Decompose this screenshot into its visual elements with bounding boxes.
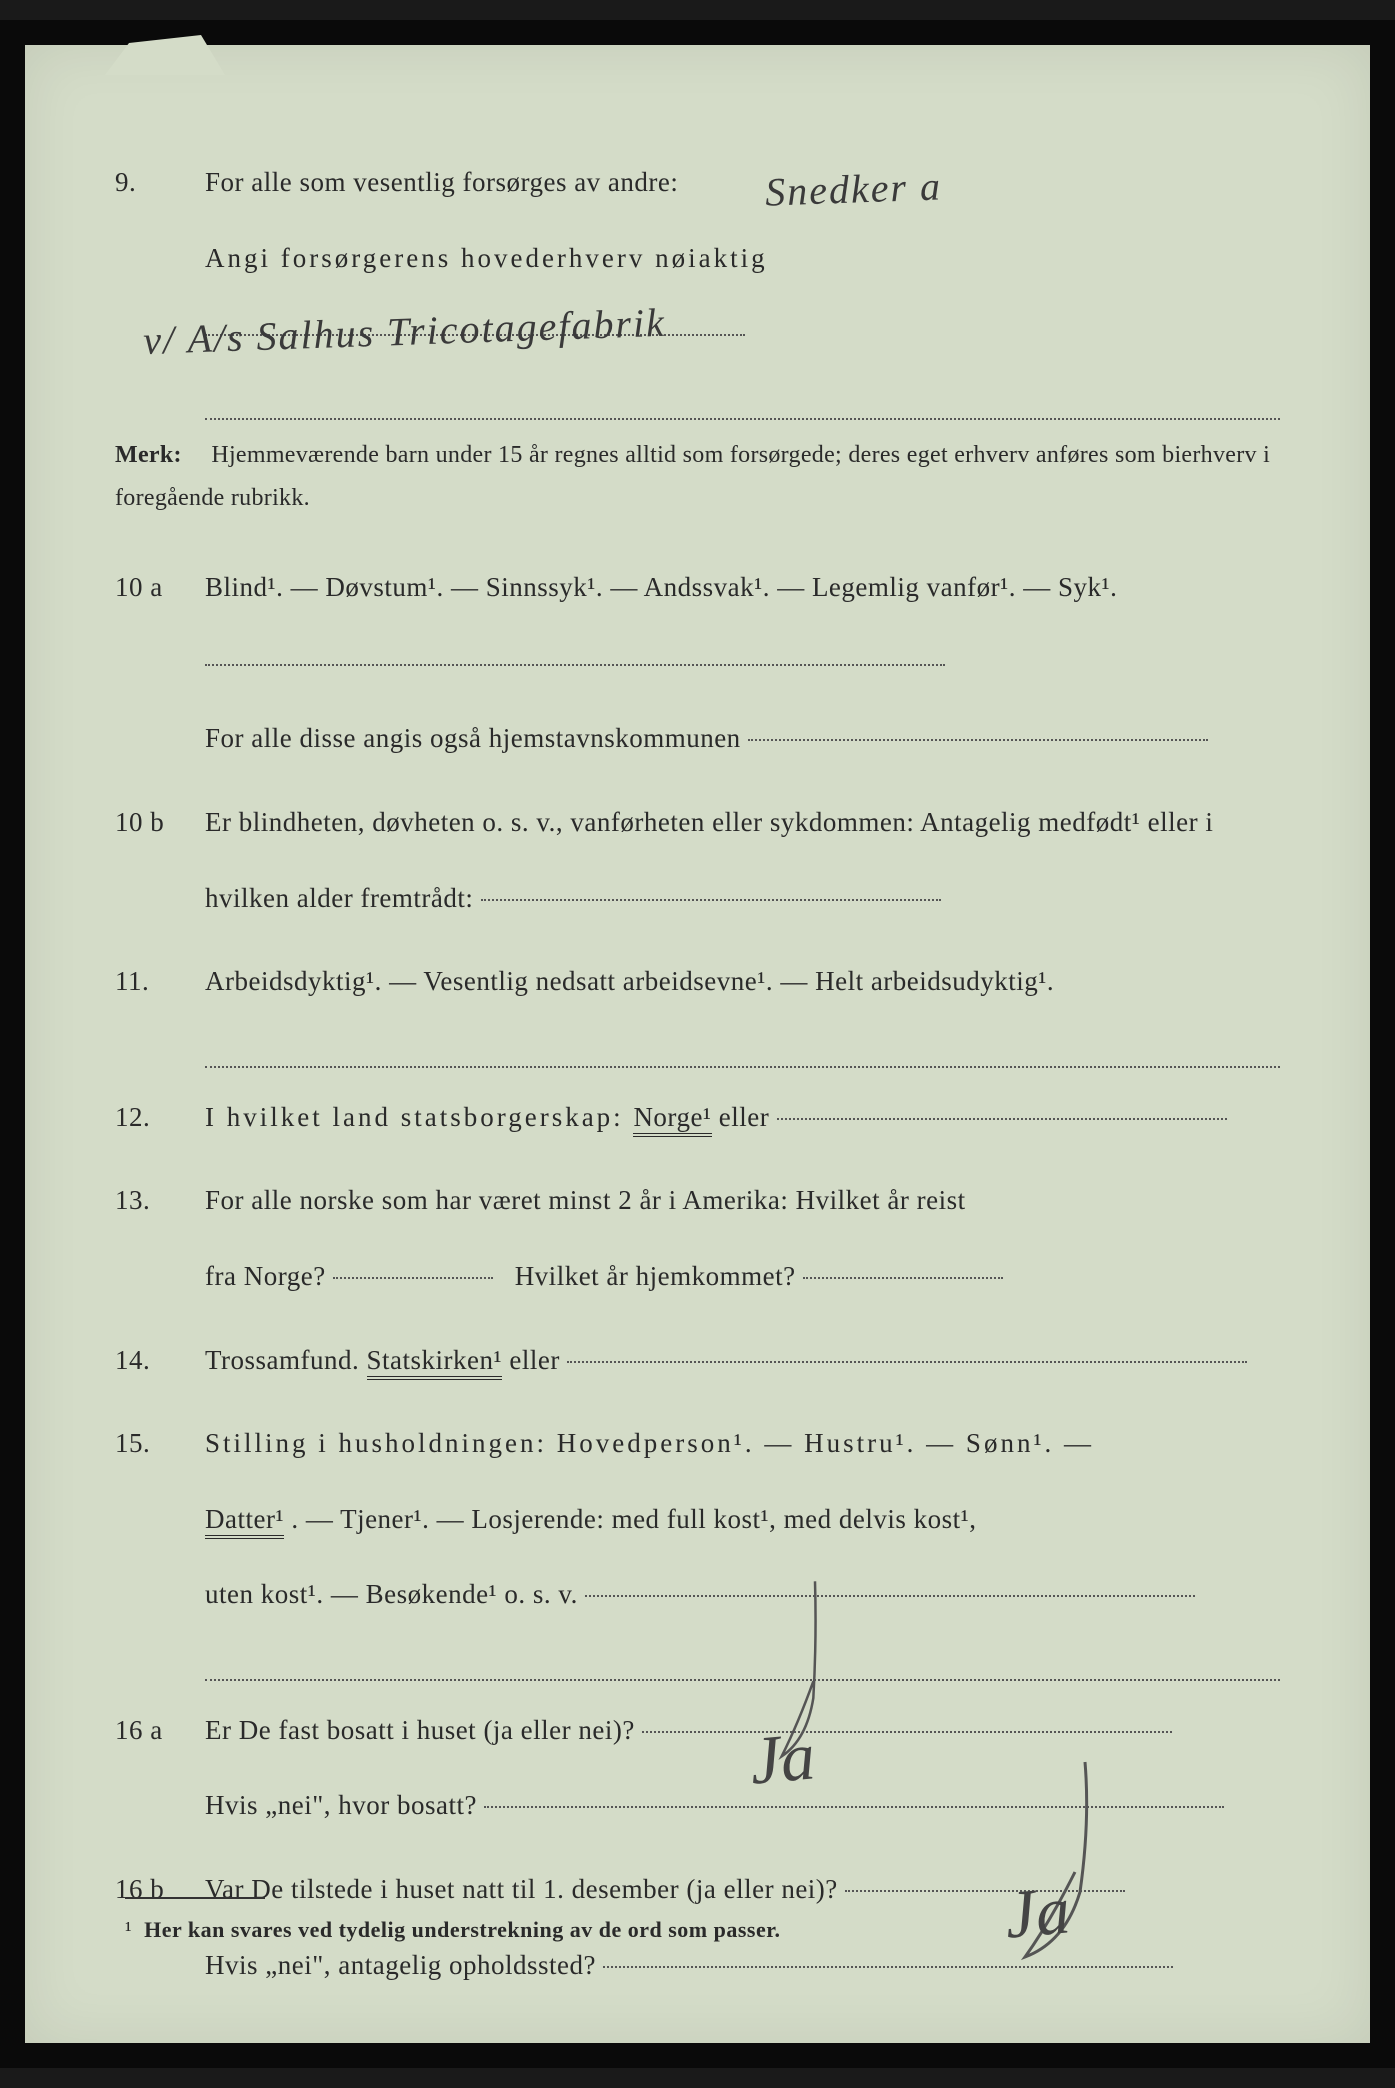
- q16a-number: 16 a: [115, 1693, 205, 1844]
- q9-handwritten-1: Snedker a: [763, 117, 1317, 248]
- q10b-number: 10 b: [115, 785, 205, 936]
- footnote-text: Her kan svares ved tydelig understreknin…: [144, 1917, 780, 1942]
- q12-content: I hvilket land statsborgerskap: Norge¹ e…: [205, 1080, 1280, 1156]
- q16b-line2: Hvis „nei", antagelig opholdssted?: [205, 1950, 596, 1980]
- question-12: 12. I hvilket land statsborgerskap: Norg…: [115, 1080, 1280, 1156]
- q16a-content: Er De fast bosatt i huset (ja eller nei)…: [205, 1693, 1280, 1844]
- merk-text: Hjemmeværende barn under 15 år regnes al…: [115, 442, 1270, 511]
- q14-content: Trossamfund. Statskirken¹ eller: [205, 1323, 1280, 1399]
- q15-blank-1: [585, 1595, 1195, 1597]
- q14-post: eller: [509, 1345, 559, 1375]
- q13-number: 13.: [115, 1163, 205, 1314]
- q13-content: For alle norske som har været minst 2 år…: [205, 1163, 1280, 1314]
- question-13: 13. For alle norske som har været minst …: [115, 1163, 1280, 1314]
- footnote: ¹ Her kan svares ved tydelig understrekn…: [125, 1897, 780, 1943]
- q11-text: Arbeidsdyktig¹. — Vesentlig nedsatt arbe…: [205, 966, 1054, 996]
- q13-blank-2: [803, 1277, 1003, 1279]
- q11-blank: [205, 1024, 1280, 1068]
- q9-content: For alle som vesentlig forsørges av andr…: [205, 145, 1280, 424]
- footnote-marker: ¹: [125, 1917, 132, 1942]
- q16a-blank-2: [484, 1806, 1224, 1808]
- q13-line1: For alle norske som har været minst 2 år…: [205, 1185, 966, 1215]
- q15-line1: Stilling i husholdningen: Hovedperson¹. …: [205, 1428, 1094, 1458]
- census-form-page: 9. For alle som vesentlig forsørges av a…: [0, 20, 1395, 2068]
- q9-number: 9.: [115, 145, 205, 424]
- q10a-options: Blind¹. — Døvstum¹. — Sinnssyk¹. — Andss…: [205, 572, 1117, 602]
- q14-blank: [567, 1361, 1247, 1363]
- q14-pre: Trossamfund.: [205, 1345, 367, 1375]
- q12-norge-underlined: Norge¹: [633, 1102, 711, 1137]
- q16b-blank-2: [603, 1966, 1173, 1968]
- q13-blank-1: [333, 1277, 493, 1279]
- question-14: 14. Trossamfund. Statskirken¹ eller: [115, 1323, 1280, 1399]
- question-15: 15. Stilling i husholdningen: Hovedperso…: [115, 1406, 1280, 1685]
- q16a-blank-1: [642, 1731, 1172, 1733]
- q13-line2b: Hvilket år hjemkommet?: [515, 1261, 796, 1291]
- q12-blank: [777, 1118, 1227, 1120]
- q10a-content: Blind¹. — Døvstum¹. — Sinnssyk¹. — Andss…: [205, 550, 1280, 777]
- q9-blank-1: [205, 334, 745, 336]
- q14-statskirken-underlined: Statskirken¹: [367, 1345, 503, 1380]
- merk-label: Merk:: [115, 434, 205, 477]
- q9-line2: Angi forsørgerens hovederhverv nøiaktig: [205, 243, 768, 273]
- q16a-line2: Hvis „nei", hvor bosatt?: [205, 1790, 477, 1820]
- q10a-blank-1: [205, 664, 945, 666]
- q10a-line2: For alle disse angis også hjemstavnskomm…: [205, 723, 741, 753]
- q10b-blank: [481, 899, 941, 901]
- q10b-content: Er blindheten, døvheten o. s. v., vanfør…: [205, 785, 1280, 936]
- q11-content: Arbeidsdyktig¹. — Vesentlig nedsatt arbe…: [205, 944, 1280, 1072]
- footnote-rule: [125, 1897, 265, 1899]
- question-10a: 10 a Blind¹. — Døvstum¹. — Sinnssyk¹. — …: [115, 550, 1280, 777]
- question-11: 11. Arbeidsdyktig¹. — Vesentlig nedsatt …: [115, 944, 1280, 1072]
- q13-line2a: fra Norge?: [205, 1261, 326, 1291]
- q12-number: 12.: [115, 1080, 205, 1156]
- q15-content: Stilling i husholdningen: Hovedperson¹. …: [205, 1406, 1280, 1685]
- q12-pre: I hvilket land statsborgerskap:: [205, 1102, 633, 1132]
- q16b-blank-1: [845, 1890, 1125, 1892]
- question-10b: 10 b Er blindheten, døvheten o. s. v., v…: [115, 785, 1280, 936]
- q16a-answer-handwritten: Ja: [742, 1660, 824, 1855]
- q16a-line1: Er De fast bosatt i huset (ja eller nei)…: [205, 1715, 635, 1745]
- q15-line3: uten kost¹. — Besøkende¹ o. s. v.: [205, 1579, 578, 1609]
- q14-number: 14.: [115, 1323, 205, 1399]
- q10a-blank-2: [748, 739, 1208, 741]
- question-16a: 16 a Er De fast bosatt i huset (ja eller…: [115, 1693, 1280, 1844]
- q9-line1: For alle som vesentlig forsørges av andr…: [205, 167, 678, 197]
- q10b-text: Er blindheten, døvheten o. s. v., vanfør…: [205, 807, 1213, 913]
- q9-blank-2: [205, 376, 1280, 420]
- q15-datter-underlined: Datter¹: [205, 1504, 284, 1539]
- q15-line2b: . — Tjener¹. — Losjerende: med full kost…: [291, 1504, 976, 1534]
- question-9: 9. For alle som vesentlig forsørges av a…: [115, 145, 1280, 424]
- merk-note: Merk: Hjemmeværende barn under 15 år reg…: [115, 434, 1280, 520]
- q15-blank-2: [205, 1637, 1280, 1681]
- q12-post: eller: [719, 1102, 769, 1132]
- q10a-number: 10 a: [115, 550, 205, 777]
- q15-number: 15.: [115, 1406, 205, 1685]
- q11-number: 11.: [115, 944, 205, 1072]
